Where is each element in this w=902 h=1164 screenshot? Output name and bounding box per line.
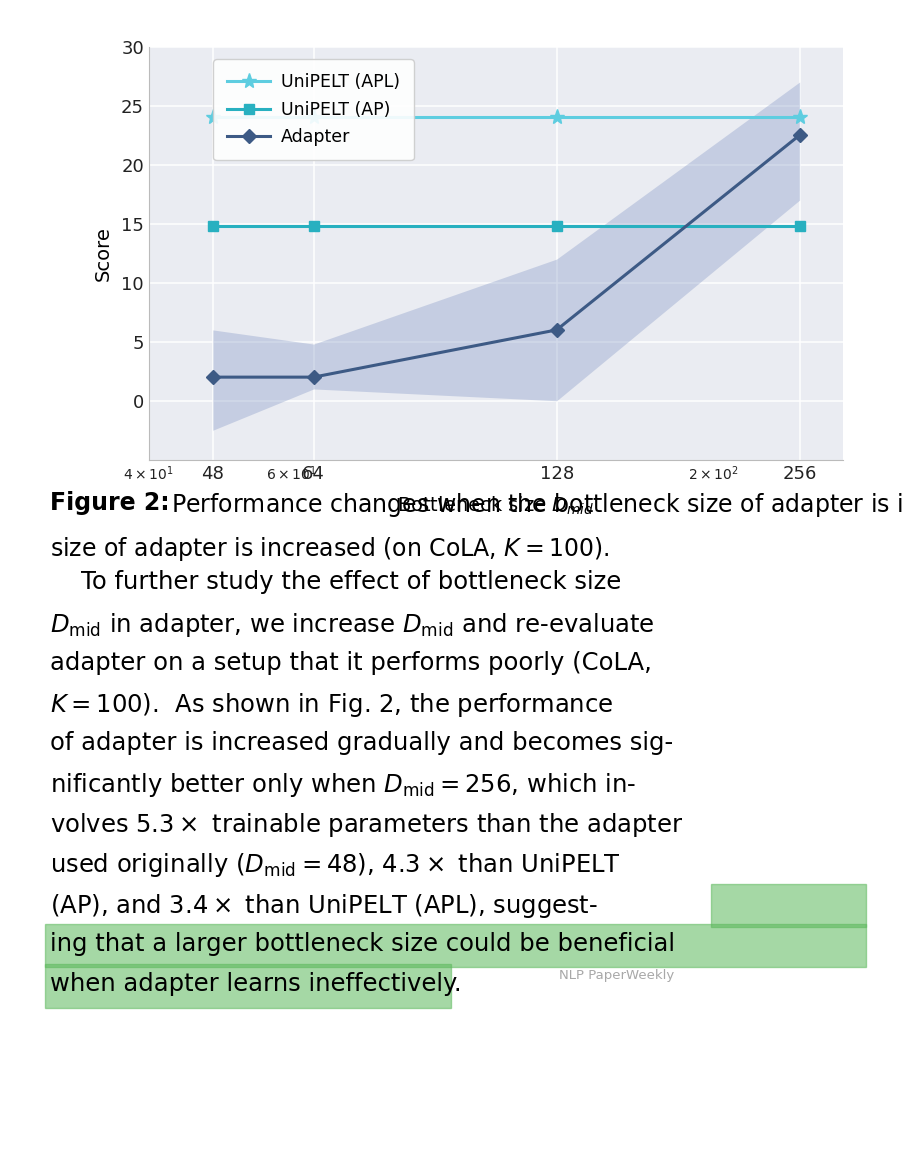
Y-axis label: Score: Score bbox=[94, 226, 113, 281]
Text: size of adapter is increased (on CoLA, $K = 100$).: size of adapter is increased (on CoLA, $… bbox=[50, 535, 609, 563]
UniPELT (AP) bbox=[308, 219, 319, 233]
Line: UniPELT (AP): UniPELT (AP) bbox=[207, 221, 805, 230]
Text: ing that a larger bottleneck size could be beneficial: ing that a larger bottleneck size could … bbox=[50, 931, 675, 956]
Text: volves $5.3\times$ trainable parameters than the adapter: volves $5.3\times$ trainable parameters … bbox=[50, 811, 683, 839]
Adapter bbox=[207, 370, 218, 384]
Text: used originally ($D_\mathrm{mid} = 48$), $4.3\times$ than UniPELT: used originally ($D_\mathrm{mid} = 48$),… bbox=[50, 851, 621, 880]
Text: (AP), and $3.4\times$ than UniPELT (APL), suggest-: (AP), and $3.4\times$ than UniPELT (APL)… bbox=[50, 892, 598, 920]
Text: of adapter is increased gradually and becomes sig-: of adapter is increased gradually and be… bbox=[50, 731, 673, 755]
Text: To further study the effect of bottleneck size: To further study the effect of bottlenec… bbox=[50, 570, 621, 595]
Text: Performance changes when the bottleneck size of adapter is increased (on CoLA, $: Performance changes when the bottleneck … bbox=[156, 491, 902, 519]
UniPELT (APL) bbox=[551, 111, 562, 125]
Text: nificantly better only when $D_\mathrm{mid} = 256$, which in-: nificantly better only when $D_\mathrm{m… bbox=[50, 771, 636, 800]
Line: UniPELT (APL): UniPELT (APL) bbox=[205, 109, 807, 125]
UniPELT (AP) bbox=[207, 219, 218, 233]
Text: adapter on a setup that it performs poorly (CoLA,: adapter on a setup that it performs poor… bbox=[50, 651, 651, 675]
UniPELT (APL) bbox=[207, 111, 218, 125]
Text: NLP PaperWeekly: NLP PaperWeekly bbox=[559, 968, 675, 981]
UniPELT (AP) bbox=[795, 219, 805, 233]
Legend: UniPELT (APL), UniPELT (AP), Adapter: UniPELT (APL), UniPELT (AP), Adapter bbox=[213, 59, 414, 161]
X-axis label: Bottleneck size $D_{mid}$: Bottleneck size $D_{mid}$ bbox=[398, 495, 594, 517]
Adapter bbox=[795, 128, 805, 142]
UniPELT (APL) bbox=[308, 111, 319, 125]
UniPELT (APL) bbox=[795, 111, 805, 125]
Text: Figure 2:: Figure 2: bbox=[50, 491, 170, 516]
Adapter bbox=[308, 370, 319, 384]
Adapter bbox=[551, 322, 562, 336]
Text: $D_\mathrm{mid}$ in adapter, we increase $D_\mathrm{mid}$ and re-evaluate: $D_\mathrm{mid}$ in adapter, we increase… bbox=[50, 610, 654, 639]
Text: when adapter learns ineffectively.: when adapter learns ineffectively. bbox=[50, 972, 461, 996]
Text: $K = 100$).  As shown in Fig. 2, the performance: $K = 100$). As shown in Fig. 2, the perf… bbox=[50, 690, 613, 719]
Line: Adapter: Adapter bbox=[207, 130, 805, 382]
UniPELT (AP) bbox=[551, 219, 562, 233]
